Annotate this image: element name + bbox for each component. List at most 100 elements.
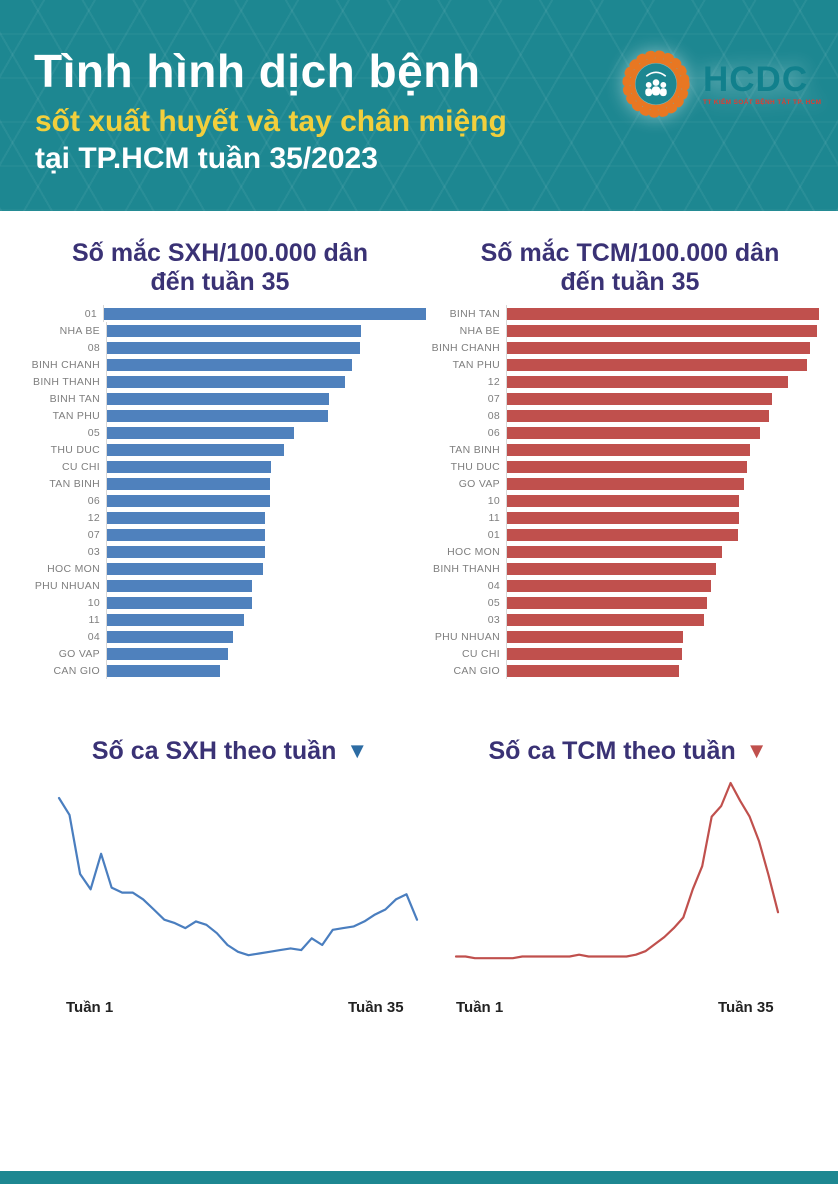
bar-label: BINH TAN xyxy=(449,307,500,320)
bar xyxy=(507,562,716,575)
page-title: Tình hình dịch bệnh xyxy=(34,45,481,97)
bar-track xyxy=(106,560,426,577)
tcm-bar-chart-title-line1: Số mắc TCM/100.000 dân xyxy=(480,239,780,267)
bar-track xyxy=(506,475,838,492)
bar-track xyxy=(506,645,838,662)
bar-label: BINH THANH xyxy=(33,375,100,388)
bar-track xyxy=(106,356,426,373)
bar-label: 01 xyxy=(84,307,97,320)
sxh-bar-chart-title: Số mắc SXH/100.000 dân đến tuần 35 xyxy=(20,239,420,297)
bar-row: GO VAP xyxy=(0,645,426,662)
bar-row: 08 xyxy=(0,339,426,356)
page-subtitle-location-week: tại TP.HCM tuần 35/2023 xyxy=(35,142,378,175)
hcdc-logo-name: HCDC xyxy=(703,59,809,99)
bar xyxy=(507,511,740,524)
bar-label: 10 xyxy=(487,494,500,507)
bar-track xyxy=(106,322,426,339)
bar-track xyxy=(106,543,426,560)
bar xyxy=(107,579,252,592)
bar-row: TAN BINH xyxy=(0,475,426,492)
bar-track xyxy=(106,611,426,628)
bar xyxy=(107,528,265,541)
bar-track xyxy=(506,373,838,390)
bar-label: HOC MON xyxy=(447,545,500,558)
bar-label: THU DUC xyxy=(450,460,500,473)
hcdc-logo-tagline: TT KIỂM SOÁT BỆNH TẬT TP. HCM xyxy=(703,98,822,106)
tcm-bar-chart-title-line2: đến tuần 35 xyxy=(560,268,700,296)
bar-track xyxy=(506,560,838,577)
bar-label: 04 xyxy=(87,630,100,643)
bar-track xyxy=(106,662,426,679)
bar-label: HOC MON xyxy=(47,562,100,575)
bar-track xyxy=(106,407,426,424)
bar-row: 06 xyxy=(400,424,838,441)
bar xyxy=(507,358,807,371)
bar-label: 10 xyxy=(87,596,100,609)
down-triangle-icon: ▼ xyxy=(745,738,768,763)
bar-row: 07 xyxy=(400,390,838,407)
bar-label: 12 xyxy=(87,511,100,524)
tcm-week-end-label: Tuần 35 xyxy=(718,999,774,1016)
bar xyxy=(507,596,707,609)
sxh-bar-chart-title-line2: đến tuần 35 xyxy=(150,268,290,296)
bar-row: 07 xyxy=(0,526,426,543)
bar xyxy=(107,409,328,422)
bar xyxy=(507,341,810,354)
bar-label: NHA BE xyxy=(459,324,500,337)
bar-track xyxy=(106,645,426,662)
bar xyxy=(507,324,818,337)
bar-row: 04 xyxy=(0,628,426,645)
bar-track xyxy=(106,424,426,441)
bar-label: 07 xyxy=(87,528,100,541)
bar-row: 03 xyxy=(400,611,838,628)
bar-label: THU DUC xyxy=(50,443,100,456)
bar-label: BINH TAN xyxy=(49,392,100,405)
bar xyxy=(107,358,352,371)
bar xyxy=(107,511,265,524)
bar-row: 01 xyxy=(0,305,426,322)
bar-track xyxy=(106,509,426,526)
bar-track xyxy=(506,424,838,441)
bar-label: 08 xyxy=(487,409,500,422)
bar-track xyxy=(106,628,426,645)
bar-track xyxy=(506,662,838,679)
bar-row: PHU NHUAN xyxy=(0,577,426,594)
bar-row: BINH CHANH xyxy=(400,339,838,356)
bar-row: CU CHI xyxy=(0,458,426,475)
bar-row: 04 xyxy=(400,577,838,594)
bar-label: BINH CHANH xyxy=(31,358,100,371)
tcm-week-start-label: Tuần 1 xyxy=(456,999,504,1016)
bar-row: 03 xyxy=(0,543,426,560)
bar xyxy=(507,545,723,558)
bar-row: 06 xyxy=(0,492,426,509)
tcm-bar-chart: BINH TAN NHA BE BINH CHANH TAN PHU 12 07 08 06 T… xyxy=(400,305,838,679)
bar-row: TAN BINH xyxy=(400,441,838,458)
bar-row: 12 xyxy=(400,373,838,390)
header-banner: Tình hình dịch bệnh sốt xuất huyết và ta… xyxy=(0,0,838,211)
bar-row: CAN GIO xyxy=(0,662,426,679)
bar-label: 04 xyxy=(487,579,500,592)
bar xyxy=(507,494,740,507)
bar xyxy=(107,664,220,677)
bar-row: BINH TAN xyxy=(400,305,838,322)
bar xyxy=(507,477,745,490)
bar-track xyxy=(106,492,426,509)
bar-label: BINH THANH xyxy=(433,562,500,575)
bar xyxy=(107,630,233,643)
bar-track xyxy=(106,373,426,390)
bar-track xyxy=(506,509,838,526)
hcdc-logo-text: HCDC TT KIỂM SOÁT BỆNH TẬT TP. HCM xyxy=(703,62,821,107)
bar-label: 07 xyxy=(487,392,500,405)
bar-track xyxy=(506,441,838,458)
bar-track xyxy=(506,526,838,543)
tcm-line-chart-title: Số ca TCM theo tuần ▼ xyxy=(428,737,828,766)
bar xyxy=(107,341,360,354)
bar-track xyxy=(506,543,838,560)
bar xyxy=(107,596,252,609)
bar-track xyxy=(506,577,838,594)
bar xyxy=(107,613,244,626)
bar-row: 10 xyxy=(0,594,426,611)
bar-label: NHA BE xyxy=(59,324,100,337)
bar xyxy=(107,324,362,337)
bar-label: 08 xyxy=(87,341,100,354)
